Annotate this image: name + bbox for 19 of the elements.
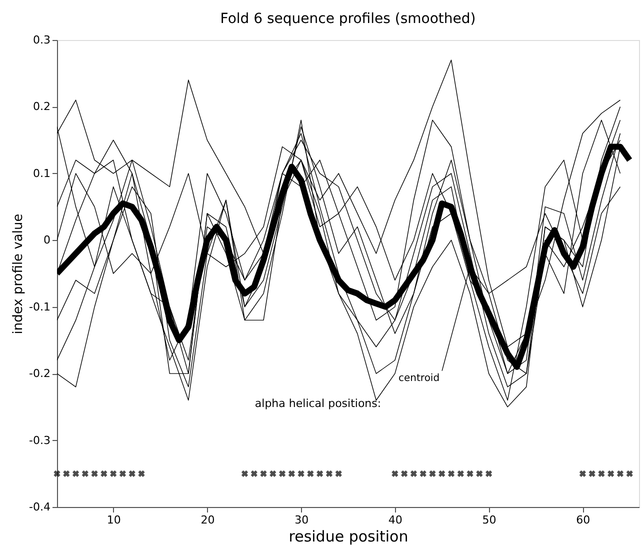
y-tick-label: -0.2 <box>29 367 50 380</box>
x-tick-label: 10 <box>106 514 121 526</box>
y-tick-label: -0.4 <box>29 500 50 514</box>
annotation: alpha helical positions: <box>254 397 382 410</box>
x-axis-title: residue position <box>288 528 408 546</box>
y-tick-label: -0.3 <box>29 434 50 447</box>
y-tick-label: 0.3 <box>33 34 50 46</box>
y-tick-label: 0.1 <box>33 166 50 180</box>
y-tick-label: 0.2 <box>33 100 50 114</box>
x-tick-label: 30 <box>294 514 309 526</box>
y-tick-label: 0 <box>44 234 50 247</box>
y-axis-title: index profile value <box>11 214 26 334</box>
x-tick-label: 40 <box>388 514 402 526</box>
x-tick-label: 60 <box>576 514 590 526</box>
x-tick-label: 50 <box>482 514 496 526</box>
y-tick-label: -0.1 <box>29 300 50 314</box>
annotation: centroid <box>398 372 440 384</box>
x-tick-label: 20 <box>200 514 215 526</box>
chart-title: Fold 6 sequence profiles (smoothed) <box>220 11 476 27</box>
